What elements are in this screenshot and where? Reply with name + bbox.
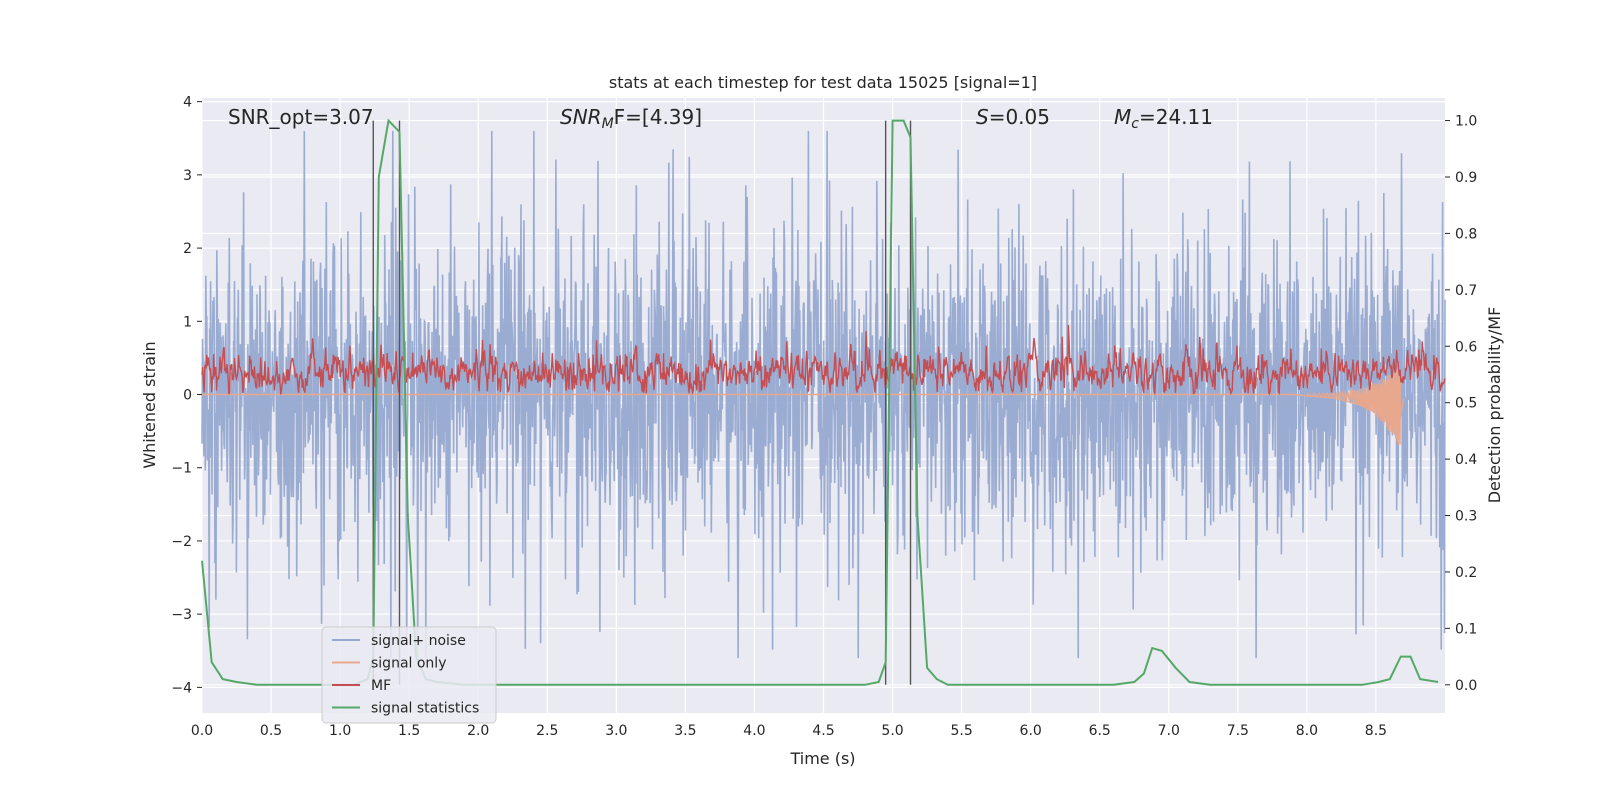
x-tick-label: 2.5 [536, 723, 558, 739]
legend-label: signal only [371, 656, 446, 672]
y-tick-label: 0 [183, 388, 192, 404]
annotation-s: S=0.05 [976, 105, 1050, 129]
x-axis: 0.0 0.5 1.0 1.5 2.0 2.5 3.0 3.5 4.0 4.5 5.0 5.5 6.0 6… [191, 723, 1387, 739]
x-tick-label: 1.5 [398, 723, 420, 739]
signal-only-chirp [1306, 367, 1402, 446]
y2-tick-label: 0.4 [1455, 452, 1477, 468]
y-tick-label: −4 [171, 680, 192, 696]
annotation-snr-opt: SNR_opt=3.07 [228, 105, 374, 129]
y2-tick-label: 0.5 [1455, 396, 1477, 412]
y2-tick-label: 0.7 [1455, 283, 1477, 299]
annotation-snr-mf: SNRMF=[4.39] [560, 105, 702, 132]
x-tick-label: 5.0 [881, 723, 903, 739]
legend-label: signal+ noise [371, 633, 466, 649]
x-tick-label: 2.0 [467, 723, 489, 739]
y-axis-left: 4 3 2 1 0 −1 −2 −3 −4 [171, 95, 202, 696]
x-tick-label: 3.5 [674, 723, 696, 739]
y-tick-label: −1 [171, 461, 192, 477]
y-tick-label: −2 [171, 534, 192, 550]
y-tick-label: 3 [183, 168, 192, 184]
x-tick-label: 1.0 [329, 723, 351, 739]
y-axis-right-label: Detection probability/MF [1485, 307, 1504, 504]
y-tick-label: −3 [171, 607, 192, 623]
signal-noise-line [201, 130, 1446, 659]
legend: signal+ noise signal only MF signal statist… [321, 626, 497, 724]
y-axis-label: Whitened strain [140, 341, 159, 468]
mf-line [201, 324, 1446, 396]
x-tick-label: 5.5 [950, 723, 972, 739]
chart-title: stats at each timestep for test data 150… [609, 73, 1037, 92]
y-axis-right: 1.0 0.9 0.8 0.7 0.6 0.5 0.4 0.3 0.2 0.1 0.0 [1445, 114, 1477, 694]
x-tick-label: 7.5 [1227, 723, 1249, 739]
x-tick-label: 6.5 [1089, 723, 1111, 739]
y-tick-label: 1 [183, 314, 192, 330]
y2-tick-label: 0.2 [1455, 565, 1477, 581]
legend-box [321, 626, 497, 724]
x-axis-label: Time (s) [789, 749, 855, 768]
y2-tick-label: 0.1 [1455, 621, 1477, 637]
y2-tick-label: 0.6 [1455, 339, 1477, 355]
legend-label: signal statistics [371, 701, 479, 717]
y2-tick-label: 0.0 [1455, 678, 1477, 694]
signal-noise-series [201, 130, 1446, 659]
x-tick-label: 8.5 [1365, 723, 1387, 739]
x-tick-label: 4.0 [743, 723, 765, 739]
x-tick-label: 8.0 [1296, 723, 1318, 739]
annotation-mc: Mc=24.11 [1114, 105, 1213, 132]
y-tick-label: 2 [183, 241, 192, 257]
x-tick-label: 4.5 [812, 723, 834, 739]
y-tick-label: 4 [183, 95, 192, 111]
x-tick-label: 0.0 [191, 723, 213, 739]
x-tick-label: 6.0 [1020, 723, 1042, 739]
y2-tick-label: 0.8 [1455, 226, 1477, 242]
signal-only-series [202, 367, 1405, 446]
x-tick-label: 3.0 [605, 723, 627, 739]
y2-tick-label: 0.3 [1455, 509, 1477, 525]
x-tick-label: 7.0 [1158, 723, 1180, 739]
y2-tick-label: 1.0 [1455, 114, 1477, 130]
legend-label: MF [371, 678, 391, 694]
y2-tick-label: 0.9 [1455, 170, 1477, 186]
x-tick-label: 0.5 [260, 723, 282, 739]
mf-series [201, 324, 1446, 396]
